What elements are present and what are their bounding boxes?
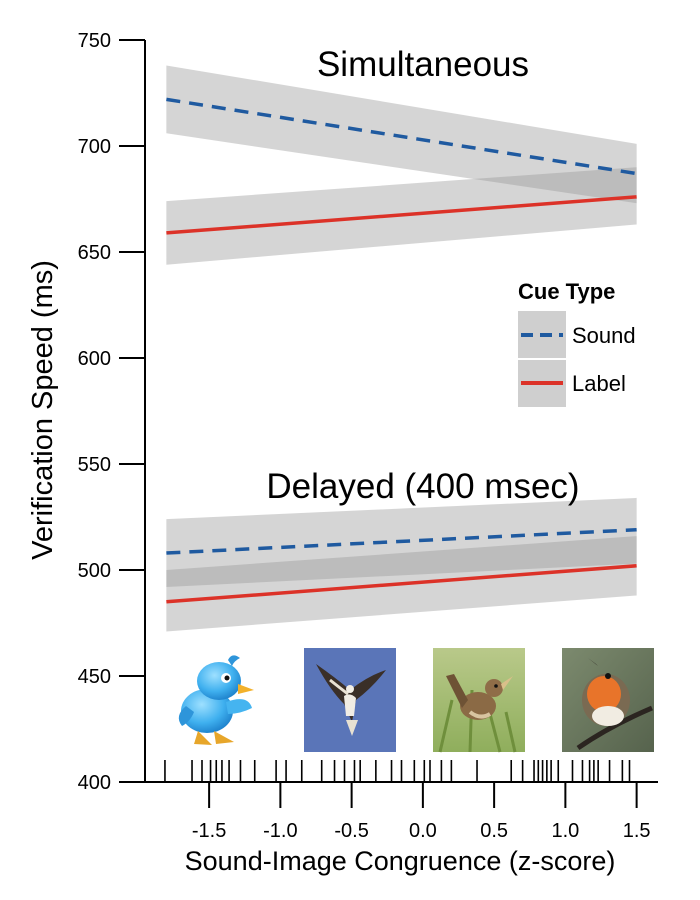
regression-lines [166,97,637,604]
x-axis-ticks: -1.5 -1.0 -0.5 0.0 0.5 1.0 1.5 [192,782,651,842]
line-label-panel-1 [166,564,637,604]
panel-label-delayed: Delayed (400 msec) [266,467,579,506]
line-label-panel-0 [166,195,637,235]
x-axis-label: Sound-Image Congruence (z-score) [185,846,616,876]
y-tick-label-700: 700 [78,136,111,158]
y-tick-label-650: 650 [78,242,111,264]
x-tick-label-2: -0.5 [334,820,368,842]
ci-band-sound-panel-0 [166,65,637,204]
y-tick-label-600: 600 [78,348,111,370]
legend-title: Cue Type [518,279,615,304]
rug-marks [164,760,631,782]
y-axis-label: Verification Speed (ms) [27,260,59,560]
line-sound-panel-1 [166,527,637,555]
x-tick-label-4: 0.5 [480,820,508,842]
y-axis-ticks: 400 450 500 550 600 650 700 750 [78,30,145,794]
wren-image [433,648,525,753]
y-tick-label-550: 550 [78,454,111,476]
y-tick-label-750: 750 [78,30,111,52]
y-tick-label-500: 500 [78,560,111,582]
x-tick-label-5: 1.0 [551,820,579,842]
line-sound-panel-0 [166,97,637,176]
cartoon-bird-image [168,648,260,752]
x-tick-label-0: -1.5 [192,820,226,842]
osprey-image [304,648,396,752]
x-tick-label-1: -1.0 [263,820,297,842]
y-tick-label-450: 450 [78,666,111,688]
x-tick-label-3: 0.0 [409,820,437,842]
legend-entry-label: Label [572,371,626,396]
legend-entry-sound: Sound [572,323,636,348]
robin-image [562,648,654,752]
y-tick-label-400: 400 [78,772,111,794]
legend: Cue Type Sound Label [518,279,636,407]
panel-label-simultaneous: Simultaneous [317,45,529,84]
confidence-bands [166,65,637,632]
x-tick-label-6: 1.5 [623,820,651,842]
